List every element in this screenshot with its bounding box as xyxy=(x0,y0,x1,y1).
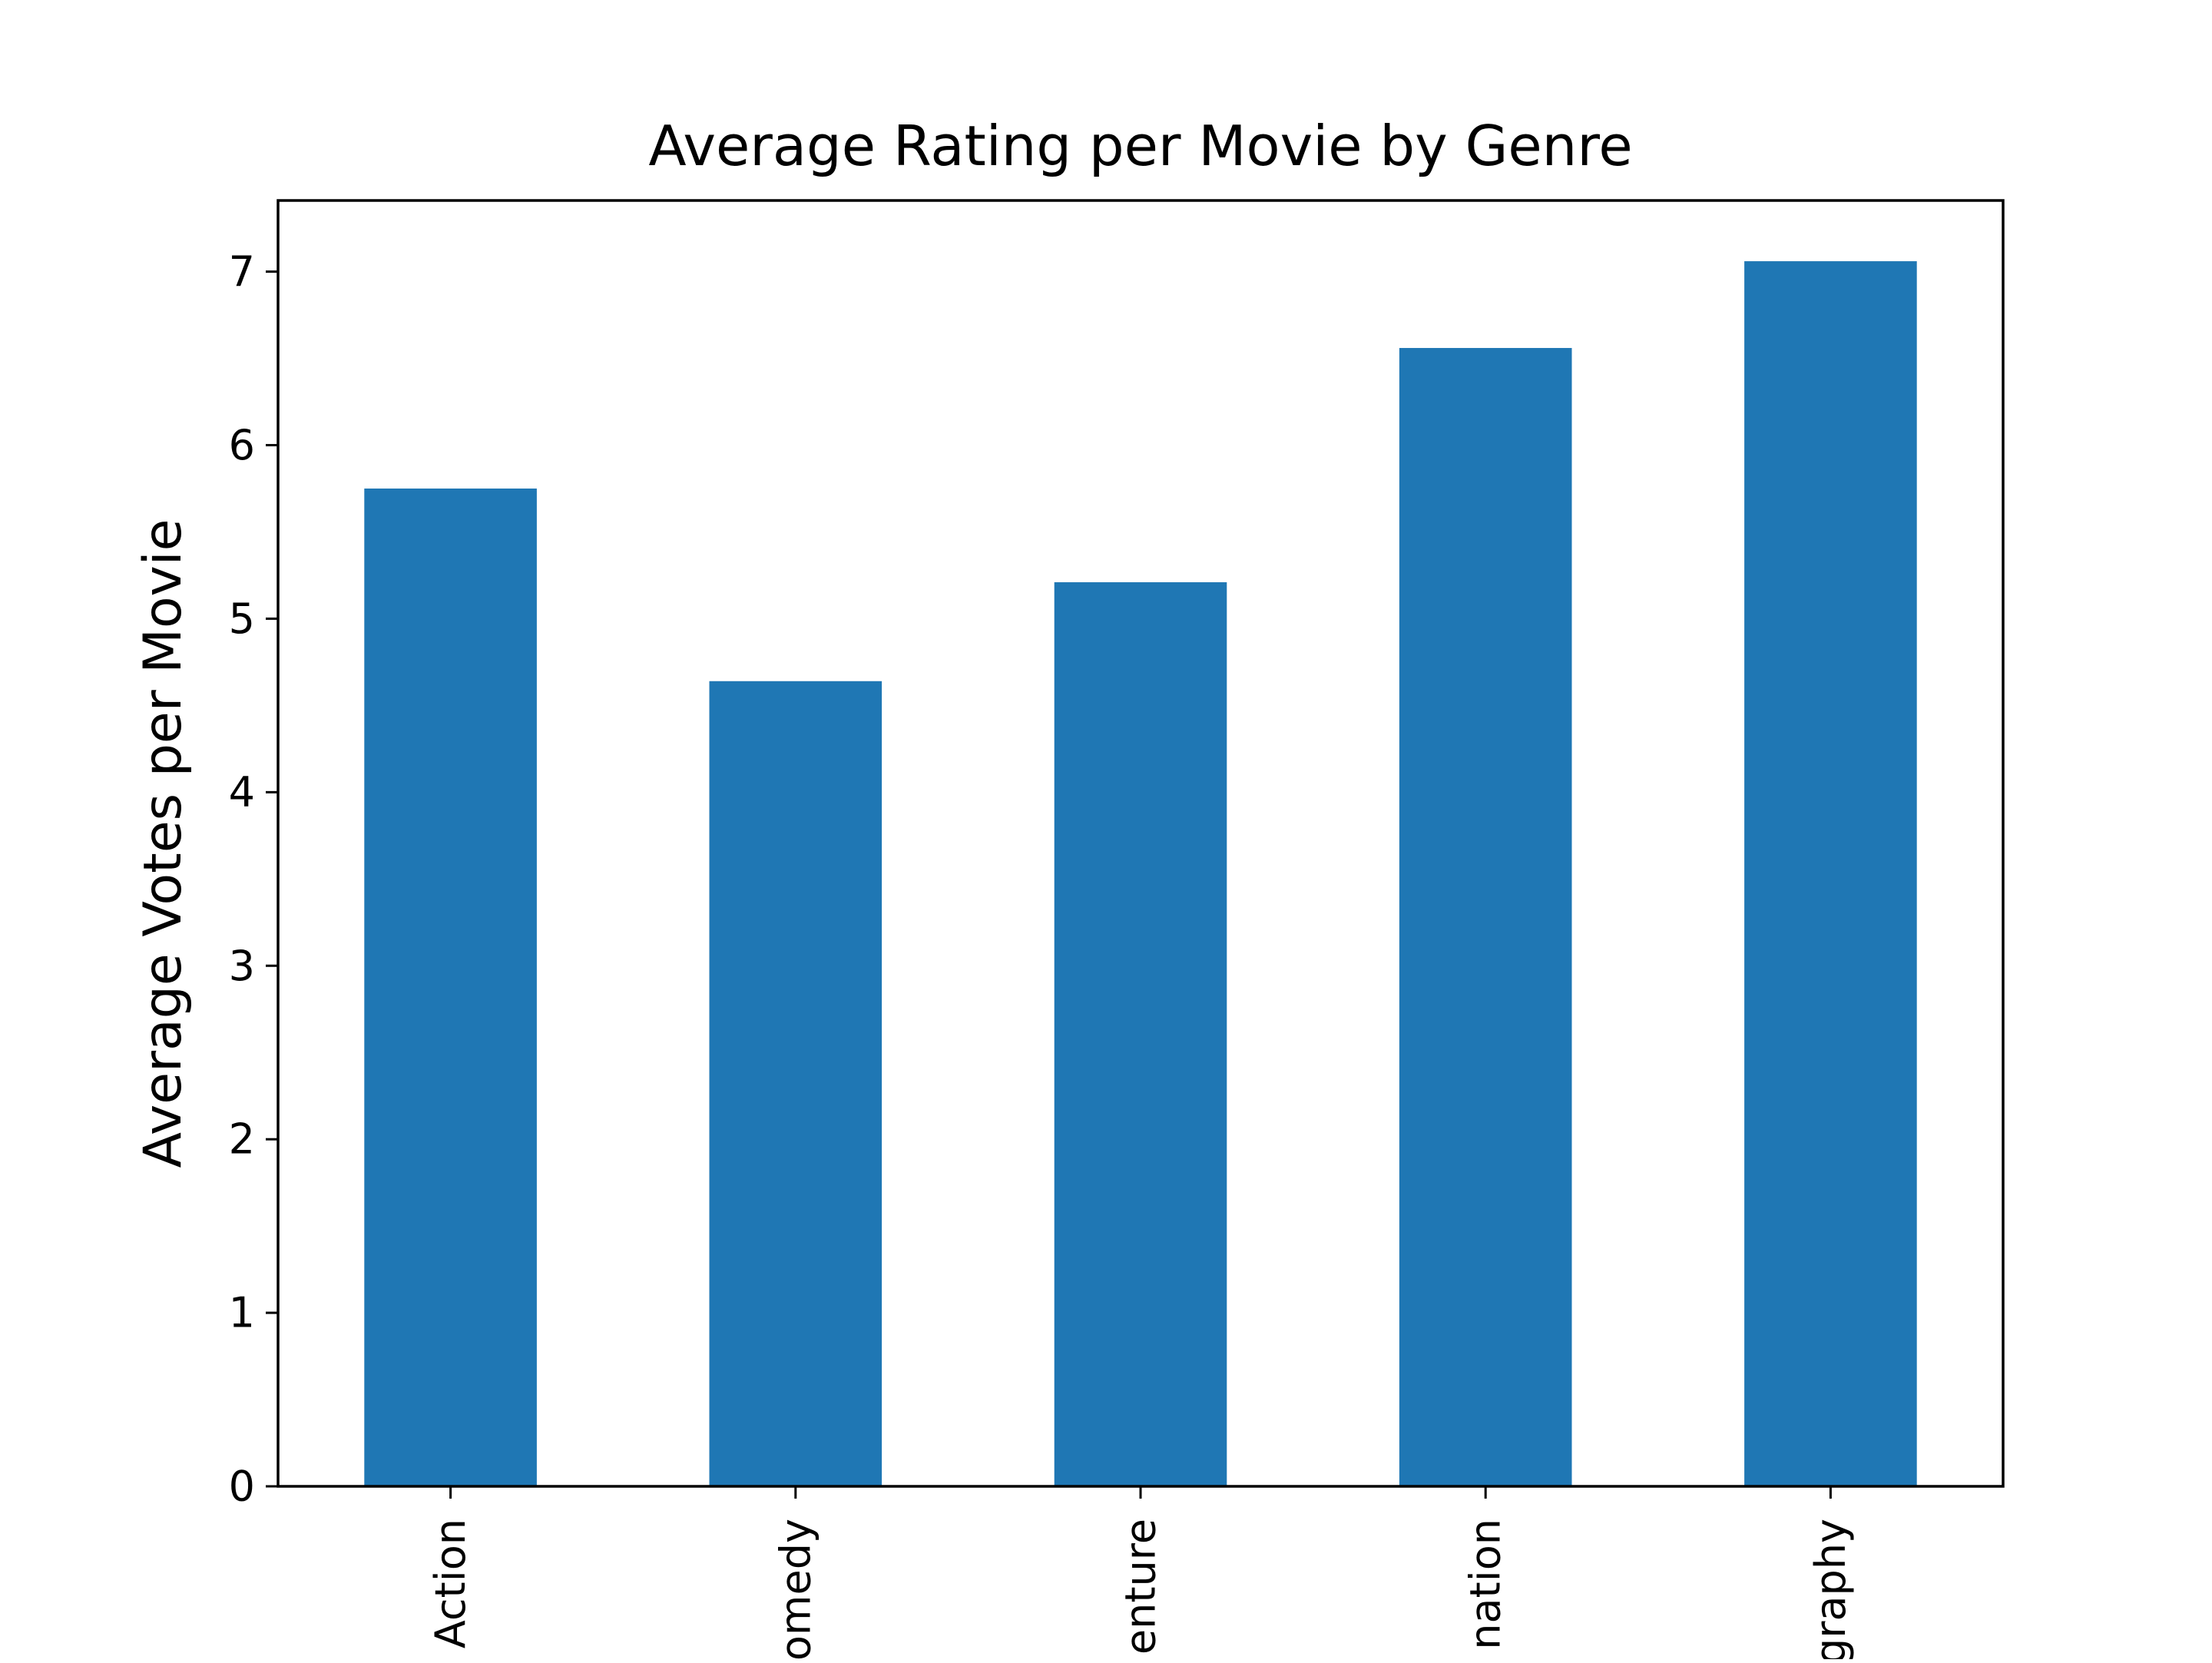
y-tick-label: 3 xyxy=(229,942,255,990)
y-tick-label: 1 xyxy=(229,1289,255,1337)
x-tick-label: enture xyxy=(1117,1519,1165,1655)
y-tick-label: 7 xyxy=(229,247,255,296)
bar-2 xyxy=(709,681,882,1487)
x-tick-label: omedy xyxy=(771,1519,820,1659)
y-tick-label: 4 xyxy=(229,768,255,817)
y-tick-label: 0 xyxy=(229,1463,255,1511)
y-axis: 0 1 2 3 4 5 6 7 xyxy=(229,247,278,1511)
bar-3 xyxy=(1054,582,1227,1486)
bar-4 xyxy=(1399,348,1572,1486)
y-tick-label: 2 xyxy=(229,1115,255,1164)
bars-layer xyxy=(364,261,1917,1487)
x-tick-label: nation xyxy=(1462,1519,1510,1650)
plot-frame xyxy=(276,199,2005,1488)
bar-5 xyxy=(1744,261,1917,1486)
y-tick-label: 5 xyxy=(229,595,255,643)
y-tick-label: 6 xyxy=(229,421,255,469)
x-tick-label: Action xyxy=(426,1519,475,1648)
bar-1 xyxy=(364,489,537,1486)
x-axis: Action omedy enture nation graphy xyxy=(426,1486,1855,1663)
x-tick-label: graphy xyxy=(1806,1519,1855,1659)
chart-title: Average Rating per Movie by Genre xyxy=(648,114,1632,178)
y-axis-label: Average Votes per Movie xyxy=(133,518,194,1168)
